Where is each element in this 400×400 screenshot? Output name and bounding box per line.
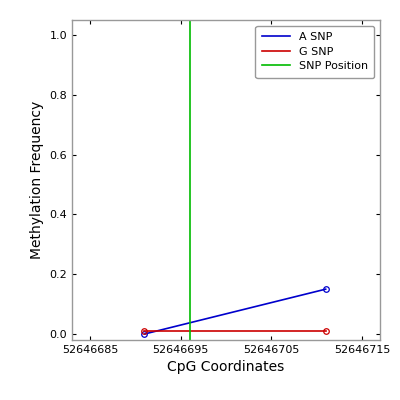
Line: A SNP: A SNP [142,286,328,337]
G SNP [323,329,328,334]
G SNP [142,329,147,334]
Line: G SNP: G SNP [142,328,328,334]
Y-axis label: Methylation Frequency: Methylation Frequency [30,101,44,259]
Legend: A SNP, G SNP, SNP Position: A SNP, G SNP, SNP Position [255,26,374,78]
A SNP [323,287,328,292]
X-axis label: CpG Coordinates: CpG Coordinates [167,360,285,374]
A SNP [142,332,147,336]
